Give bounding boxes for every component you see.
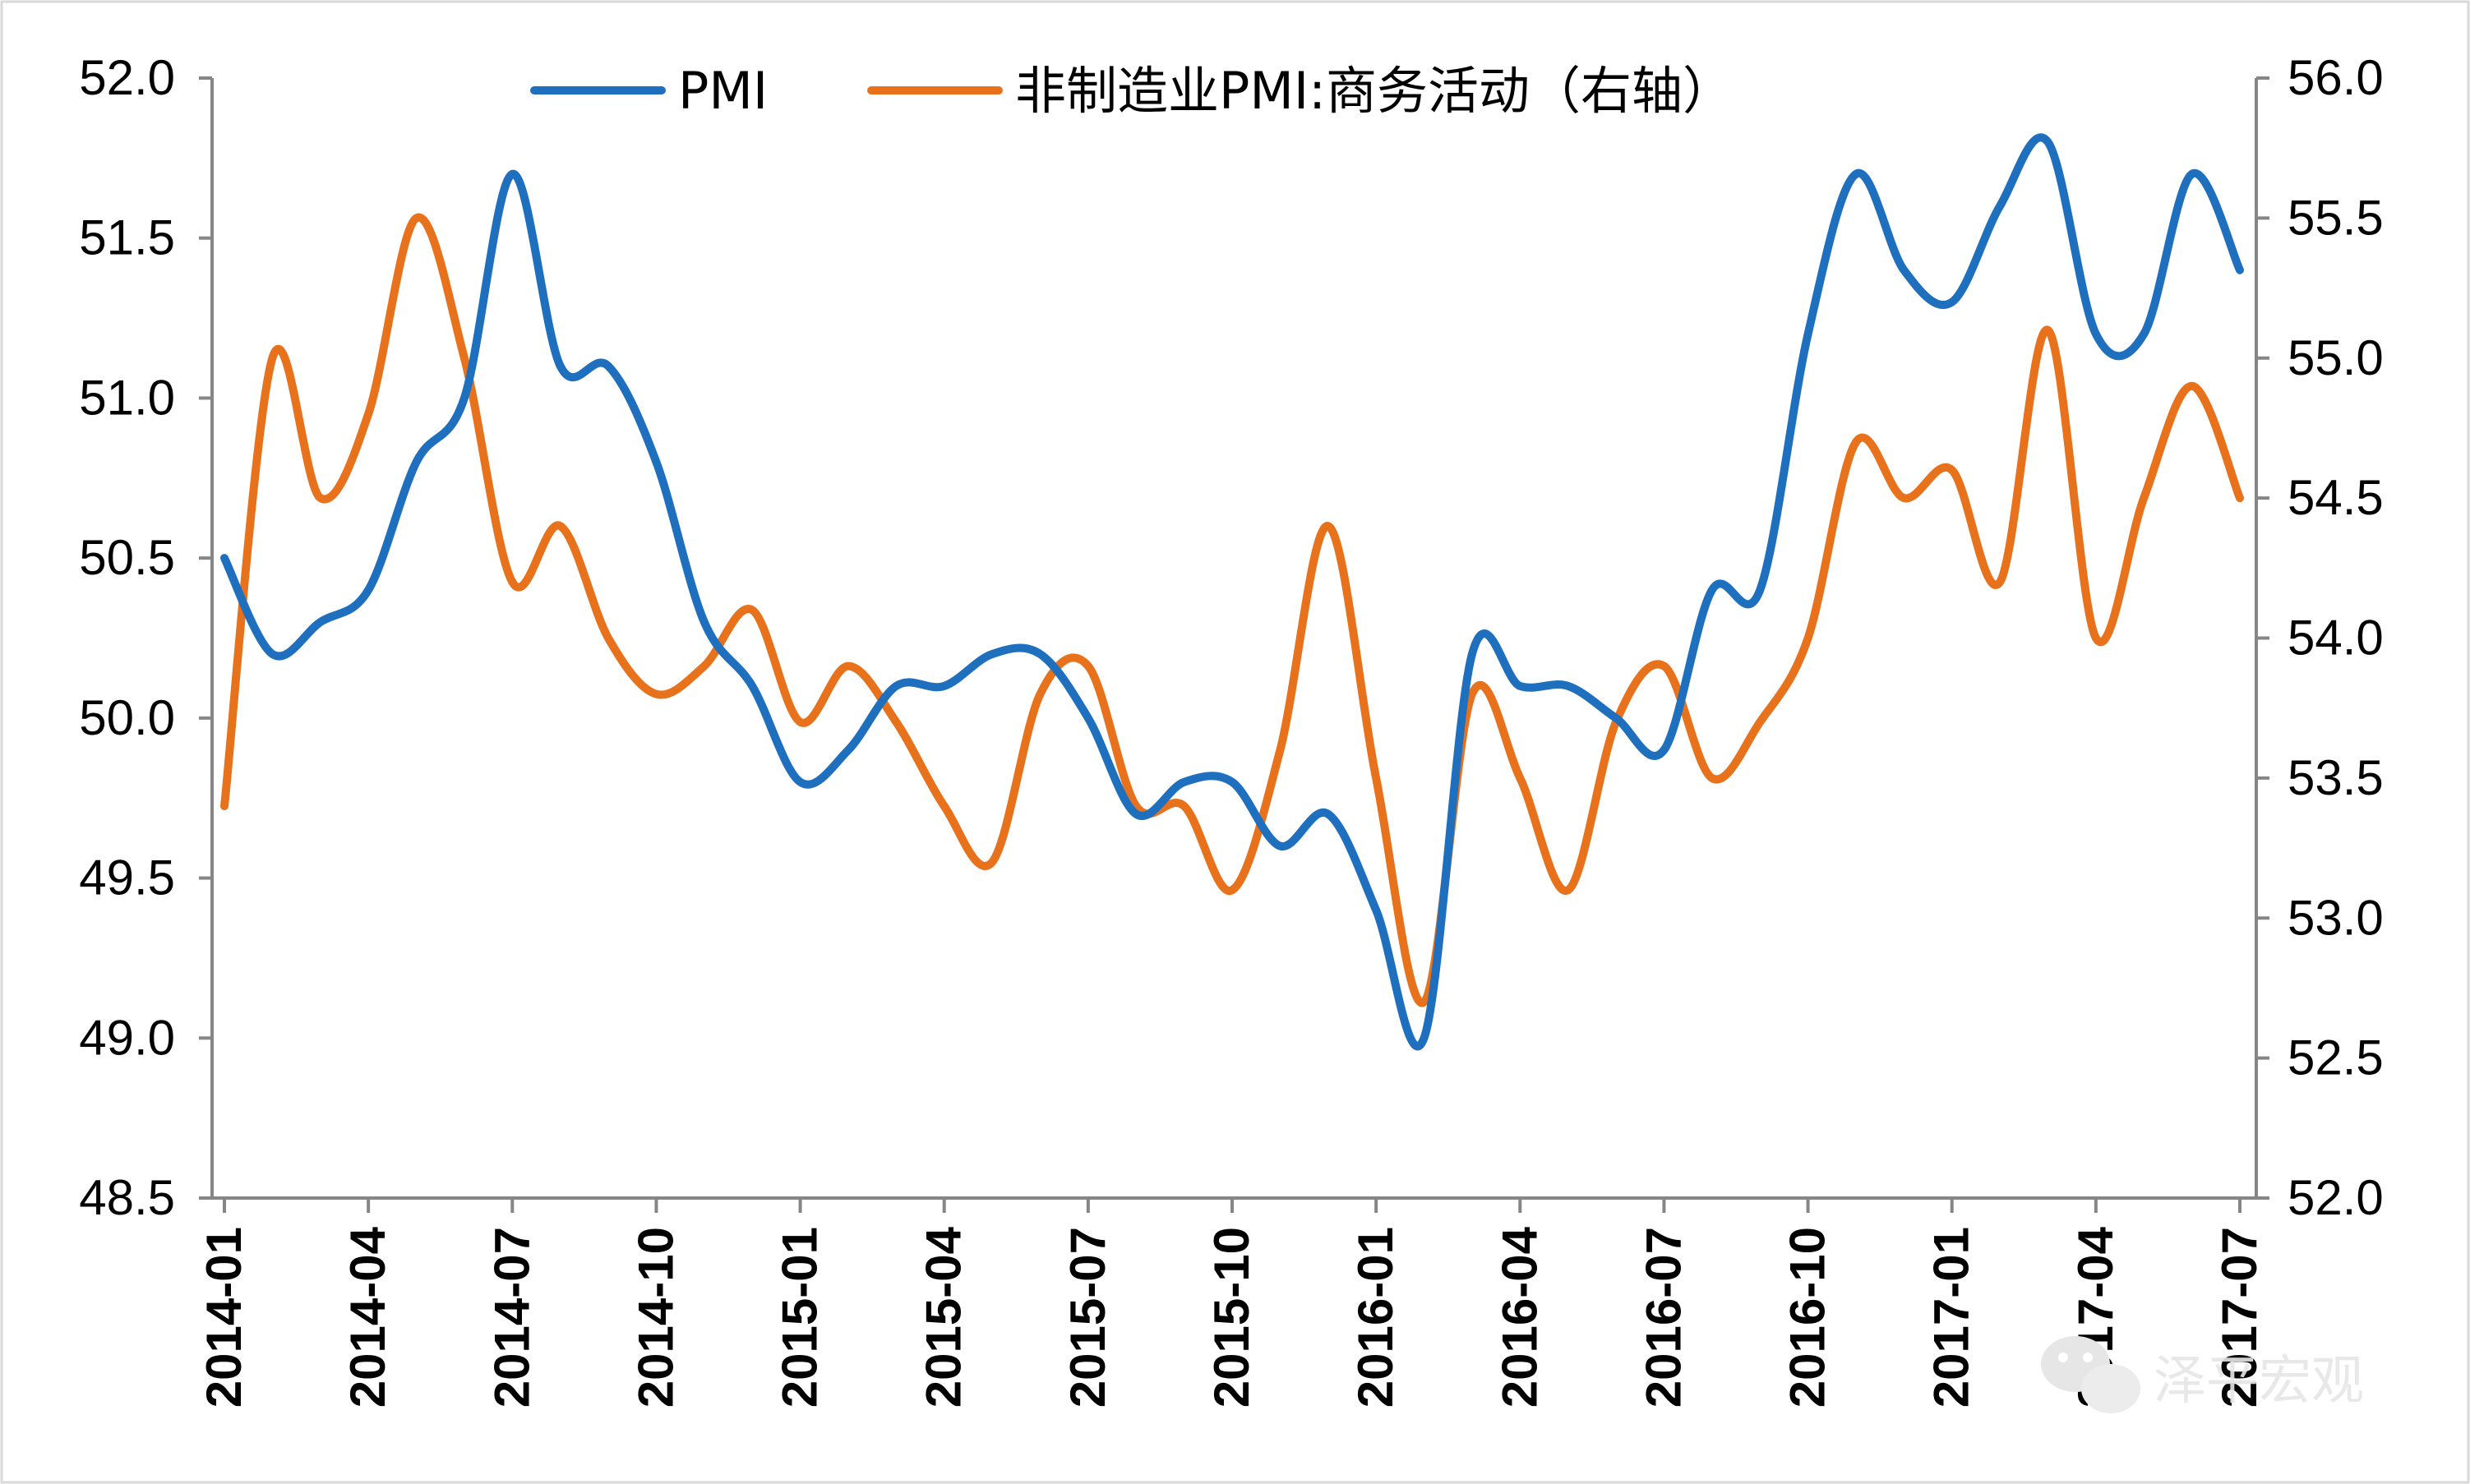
left-y-tick-label: 49.0 — [79, 1010, 175, 1065]
x-tick-label: 2014-10 — [628, 1227, 683, 1408]
series-layer — [220, 133, 2244, 1051]
legend: PMI 非制造业PMI:商务活动（右轴） — [530, 61, 1734, 121]
x-tick-label: 2016-07 — [1636, 1227, 1691, 1408]
right-y-tick-label: 53.0 — [2288, 890, 2384, 945]
watermark-text: 泽平宏观 — [2154, 1351, 2364, 1412]
left-y-tick-label: 48.5 — [79, 1170, 175, 1225]
left-y-tick-label: 51.5 — [79, 210, 175, 265]
wechat-icon — [2041, 1336, 2140, 1413]
x-tick-label: 2017-01 — [1924, 1227, 1979, 1408]
series-line-pmi — [220, 133, 2244, 1051]
right-y-tick-label: 52.5 — [2288, 1030, 2384, 1085]
right-y-tick-label: 52.0 — [2288, 1170, 2384, 1225]
x-tick-label: 2015-04 — [916, 1226, 972, 1408]
x-tick-label: 2015-01 — [773, 1227, 828, 1408]
x-tick-label: 2015-10 — [1204, 1227, 1259, 1408]
x-tick-label: 2016-10 — [1780, 1227, 1835, 1408]
axes — [210, 78, 2258, 1200]
right-y-axis: 52.0 52.5 53.0 53.5 54.0 54.5 55.0 55.5 56.0 — [2256, 50, 2384, 1225]
x-tick-label: 2014-07 — [484, 1227, 539, 1408]
legend-label-pmi: PMI — [678, 61, 768, 121]
right-y-tick-label: 53.5 — [2288, 750, 2384, 805]
left-y-axis: 48.5 49.0 49.5 50.0 50.5 51.0 51.5 52.0 — [79, 50, 212, 1225]
watermark: 泽平宏观 — [2041, 1336, 2364, 1413]
x-tick-label: 2015-07 — [1060, 1227, 1115, 1408]
right-y-tick-label: 55.0 — [2288, 330, 2384, 385]
left-y-tick-label: 52.0 — [79, 50, 175, 105]
right-y-tick-label: 55.5 — [2288, 190, 2384, 245]
left-y-tick-label: 50.0 — [79, 690, 175, 745]
legend-label-nonmanufacturing: 非制造业PMI:商务活动（右轴） — [1015, 61, 1734, 121]
series-line-nonmanufacturing — [220, 213, 2244, 1007]
x-tick-label: 2016-01 — [1348, 1227, 1403, 1408]
x-tick-label: 2016-04 — [1492, 1226, 1547, 1408]
x-axis: 2014-01 2014-04 2014-07 2014-10 2015-01 2015-… — [196, 1198, 2267, 1408]
x-tick-label: 2014-04 — [340, 1226, 395, 1408]
right-y-tick-label: 54.0 — [2288, 611, 2384, 666]
x-tick-label: 2017-07 — [2212, 1227, 2267, 1408]
right-y-tick-label: 56.0 — [2288, 50, 2384, 105]
left-y-tick-label: 49.5 — [79, 850, 175, 906]
x-tick-label: 2014-01 — [196, 1227, 252, 1408]
left-y-tick-label: 51.0 — [79, 370, 175, 425]
right-y-tick-label: 54.5 — [2288, 470, 2384, 525]
left-y-tick-label: 50.5 — [79, 530, 175, 585]
